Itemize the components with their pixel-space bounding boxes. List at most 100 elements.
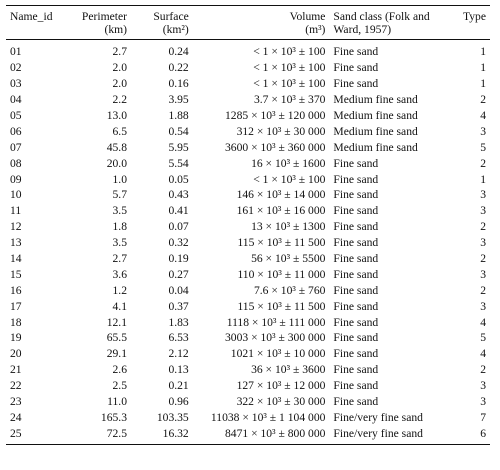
cell-sand-class: Fine sand (333, 395, 379, 409)
cell-surface: 0.19 (168, 252, 189, 266)
table-row: 24 165.3 103.35 11038 × 10³ ± 1 104 000 Fine… (6, 409, 490, 425)
cell-perimeter: 5.7 (112, 188, 128, 202)
header-perimeter-label: Perimeter (81, 10, 127, 23)
cell-type: 2 (480, 93, 486, 107)
cell-surface: 0.96 (168, 395, 189, 409)
table-body: 01 2.7 0.24 < 1 × 10³ ± 100 Fine sand 1 02 2.0 0… (6, 40, 490, 446)
cell-sand-class: Fine sand (333, 363, 379, 377)
table-row: 11 3.5 0.41 161 × 10³ ± 16 000 Fine sand 3 (6, 203, 490, 219)
table-header: Name_id Perimeter (km) Surface (km²) Vol… (6, 5, 490, 40)
cell-type: 3 (480, 299, 486, 313)
cell-sand-class: Medium fine sand (333, 93, 418, 107)
table-row: 19 65.5 6.53 3003 × 10³ ± 300 000 Fine sand 5 (6, 330, 490, 346)
cell-name-id: 20 (10, 347, 22, 361)
table-row: 12 1.8 0.07 13 × 10³ ± 1300 Fine sand 2 (6, 219, 490, 235)
cell-volume: 8471 × 10³ ± 800 000 (192, 425, 330, 446)
cell-volume: 13 × 10³ ± 1300 (251, 220, 326, 234)
header-surface-label: Surface (153, 10, 189, 23)
cell-name-id: 03 (10, 77, 22, 91)
cell-surface: 16.32 (131, 425, 193, 446)
cell-sand-class: Fine sand (333, 236, 379, 250)
cell-volume: 1118 × 10³ ± 111 000 (226, 315, 326, 329)
cell-surface: 0.05 (168, 172, 189, 186)
cell-type: 3 (480, 236, 486, 250)
cell-type: 4 (480, 347, 486, 361)
cell-perimeter: 2.0 (112, 61, 128, 75)
cell-surface: 0.22 (168, 61, 189, 75)
cell-sand-class: Fine sand (333, 45, 379, 59)
cell-perimeter: 2.6 (112, 363, 128, 377)
cell-surface: 3.95 (168, 93, 189, 107)
cell-volume: 7.6 × 10³ ± 760 (253, 283, 326, 297)
cell-name-id: 24 (10, 410, 22, 424)
table-row: 16 1.2 0.04 7.6 × 10³ ± 760 Fine sand 2 (6, 282, 490, 298)
cell-perimeter: 1.0 (112, 172, 128, 186)
cell-surface: 1.88 (168, 109, 189, 122)
table-row: 07 45.8 5.95 3600 × 10³ ± 360 000 Medium fin… (6, 139, 490, 155)
header-type: Type (450, 5, 490, 40)
cell-surface: 103.35 (156, 410, 189, 424)
cell-volume: 36 × 10³ ± 3600 (251, 363, 326, 377)
cell-type: 3 (480, 379, 486, 393)
cell-sand-class: Fine sand (333, 331, 379, 345)
cell-name-id: 18 (10, 315, 22, 329)
cell-volume: < 1 × 10³ ± 100 (253, 172, 326, 186)
cell-name-id: 10 (10, 188, 22, 202)
cell-volume: 127 × 10³ ± 12 000 (236, 379, 326, 393)
cell-type: 1 (480, 77, 486, 91)
cell-name-id: 17 (10, 299, 22, 313)
cell-name-id: 09 (10, 172, 22, 186)
cell-name-id: 02 (10, 61, 22, 75)
table-row: 09 1.0 0.05 < 1 × 10³ ± 100 Fine sand 1 (6, 171, 490, 187)
cell-perimeter: 2.0 (112, 77, 128, 91)
cell-type: 4 (480, 315, 486, 329)
cell-name-id: 16 (10, 283, 22, 297)
cell-sand-class: Fine sand (333, 61, 379, 75)
cell-volume: 322 × 10³ ± 30 000 (236, 395, 326, 409)
cell-perimeter: 165.3 (100, 410, 127, 424)
table-row: 06 6.5 0.54 312 × 10³ ± 30 000 Medium fine s… (6, 123, 490, 139)
cell-surface: 0.24 (168, 45, 189, 59)
cell-sand-class: Fine/very fine sand (329, 425, 451, 446)
header-surface-unit: (km²) (162, 23, 189, 36)
header-volume-label: Volume (289, 10, 326, 23)
cell-surface: 5.95 (168, 140, 189, 154)
cell-sand-class: Fine sand (333, 283, 379, 297)
cell-perimeter: 13.0 (106, 109, 127, 122)
cell-sand-class: Medium fine sand (333, 140, 418, 154)
table-row: 20 29.1 2.12 1021 × 10³ ± 10 000 Fine sand 4 (6, 346, 490, 362)
cell-volume: 110 × 10³ ± 11 000 (237, 267, 326, 281)
cell-surface: 0.07 (168, 220, 189, 234)
cell-name-id: 05 (10, 109, 22, 122)
cell-perimeter: 72.5 (64, 425, 131, 446)
cell-surface: 0.32 (168, 236, 189, 250)
cell-type: 2 (480, 252, 486, 266)
cell-sand-class: Fine sand (333, 220, 379, 234)
cell-surface: 0.27 (168, 267, 189, 281)
cell-surface: 0.21 (168, 379, 189, 393)
table-row: 04 2.2 3.95 3.7 × 10³ ± 370 Medium fine sand… (6, 92, 490, 108)
cell-surface: 0.54 (168, 124, 189, 138)
cell-name-id: 19 (10, 331, 22, 345)
header-surface: Surface (km²) (131, 5, 193, 40)
cell-type: 6 (450, 425, 490, 446)
table-row: 02 2.0 0.22 < 1 × 10³ ± 100 Fine sand 1 (6, 60, 490, 76)
cell-volume: 1021 × 10³ ± 10 000 (230, 347, 326, 361)
cell-sand-class: Medium fine sand (333, 124, 418, 138)
cell-sand-class: Fine sand (333, 204, 379, 218)
cell-type: 3 (480, 395, 486, 409)
table-row: 05 13.0 1.88 1285 × 10³ ± 120 000 Medium fin… (6, 108, 490, 124)
cell-type: 3 (480, 267, 486, 281)
cell-perimeter: 2.5 (112, 379, 128, 393)
cell-type: 3 (480, 204, 486, 218)
cell-name-id: 08 (10, 156, 22, 170)
cell-sand-class: Medium fine sand (333, 109, 418, 122)
cell-name-id: 07 (10, 140, 22, 154)
cell-perimeter: 12.1 (106, 315, 127, 329)
cell-type: 1 (480, 172, 486, 186)
cell-surface: 0.13 (168, 363, 189, 377)
table-row: 01 2.7 0.24 < 1 × 10³ ± 100 Fine sand 1 (6, 40, 490, 60)
header-perimeter: Perimeter (km) (64, 5, 131, 40)
cell-type: 2 (480, 283, 486, 297)
cell-perimeter: 2.7 (112, 45, 128, 59)
